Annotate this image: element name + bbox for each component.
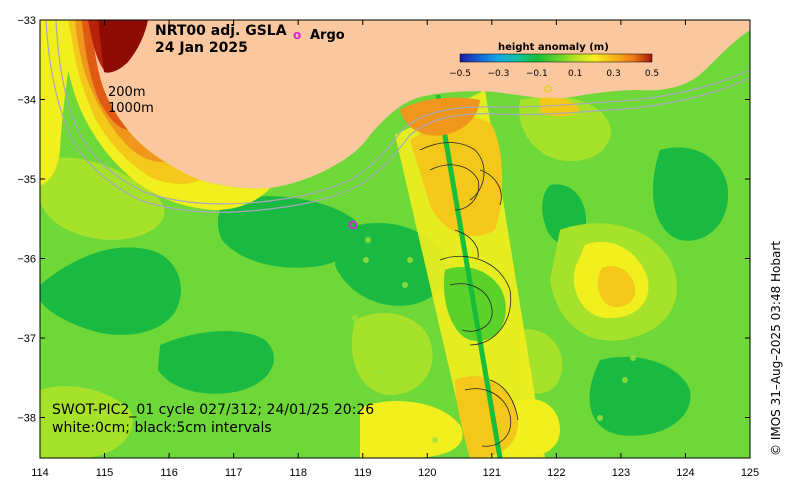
x-tick-label: 117 (225, 467, 243, 479)
x-tick-label: 119 (354, 467, 372, 479)
x-tick-label: 122 (547, 467, 565, 479)
x-tick-label: 118 (289, 467, 307, 479)
x-tick-label: 123 (612, 467, 630, 479)
swot-note-line2: white:0cm; black:5cm intervals (52, 420, 272, 436)
patch-light-green-5 (351, 312, 433, 395)
colorbar-tick-label: −0.3 (487, 69, 509, 79)
isobath-label-200m: 200m (108, 85, 145, 100)
x-tick-label: 120 (418, 467, 436, 479)
swot-contours (419, 142, 519, 447)
plot-frame (39, 19, 751, 459)
y-axis: −33 −34 −35 −36 −37 −38 (17, 15, 750, 425)
swot-note-line1: SWOT-PIC2_01 cycle 027/312; 24/01/25 20:… (52, 402, 374, 418)
argo-float-marker[interactable] (348, 220, 358, 230)
swot-warm-core (410, 117, 503, 236)
x-tick-label: 125 (741, 467, 759, 479)
imos-credit: © IMOS 31–Aug–2025 03:48 Hobart (769, 241, 783, 456)
colorbar-tick-label: −0.5 (449, 69, 471, 79)
high-yellow-south (360, 401, 463, 458)
argo-legend-label: Argo (310, 28, 345, 43)
colorbar-tick-label: 0.5 (645, 69, 659, 79)
eddy-dark-green-east (652, 147, 729, 241)
colorbar-tick-label: −0.1 (526, 69, 548, 79)
colorbar-ramp (459, 53, 653, 63)
x-tick-label: 115 (96, 467, 114, 479)
colorbar-tick-label: 0.3 (606, 69, 620, 79)
x-tick-label: 121 (483, 467, 501, 479)
high-gold-east (597, 266, 636, 308)
colorbar-tick-label: 0.1 (568, 69, 582, 79)
map-title-line2: 24 Jan 2025 (155, 40, 248, 56)
y-tick-label: −37 (17, 333, 36, 345)
map-title-line1: NRT00 adj. GSLA (155, 23, 287, 39)
warm-patch-east-coast (540, 97, 580, 117)
argo-legend-symbol: o (293, 28, 301, 42)
map-plot-area (40, 20, 750, 458)
eddy-dark-green-center (335, 222, 446, 306)
patch-light-green-1 (40, 157, 165, 240)
isobath-1000m (55, 20, 750, 205)
y-tick-label: −36 (17, 254, 36, 266)
colorbar-title: height anomaly (m) (498, 42, 609, 53)
eddy-dark-green-southeast (589, 356, 691, 436)
altimeter-track-dots (352, 237, 636, 443)
eddy-dark-green-west (217, 196, 359, 268)
patch-light-green-3 (40, 386, 133, 458)
y-tick-label: −34 (17, 95, 36, 107)
coastal-dark-orange-band (82, 20, 128, 130)
isobath-200m (45, 20, 750, 213)
x-axis: 114 115 116 117 118 119 120 121 122 123 124 125 (31, 20, 759, 479)
isobath-lines (45, 20, 750, 213)
colorbar: height anomaly (m) −0.5 −0.3 −0.1 0.1 0.3 0.5 (449, 42, 659, 79)
colorbar-ticks: −0.5 −0.3 −0.1 0.1 0.3 0.5 (449, 69, 659, 79)
x-tick-label: 124 (676, 467, 694, 479)
eddy-dark-green-southwest (40, 247, 181, 335)
x-tick-label: 116 (160, 467, 178, 479)
swot-nadir-gap (435, 94, 503, 458)
swot-warm-south (455, 376, 519, 458)
y-tick-label: −35 (17, 174, 36, 186)
warm-patch-south-coast (400, 97, 480, 136)
argo-float-marker-coast[interactable] (544, 85, 552, 93)
isobath-label-1000m: 1000m (108, 101, 154, 116)
x-tick-label: 114 (31, 467, 49, 479)
y-tick-label: −33 (17, 15, 36, 27)
eddy-dark-green-south (158, 330, 274, 394)
y-tick-label: −38 (17, 413, 36, 425)
coastal-dark-red-core (98, 20, 148, 73)
